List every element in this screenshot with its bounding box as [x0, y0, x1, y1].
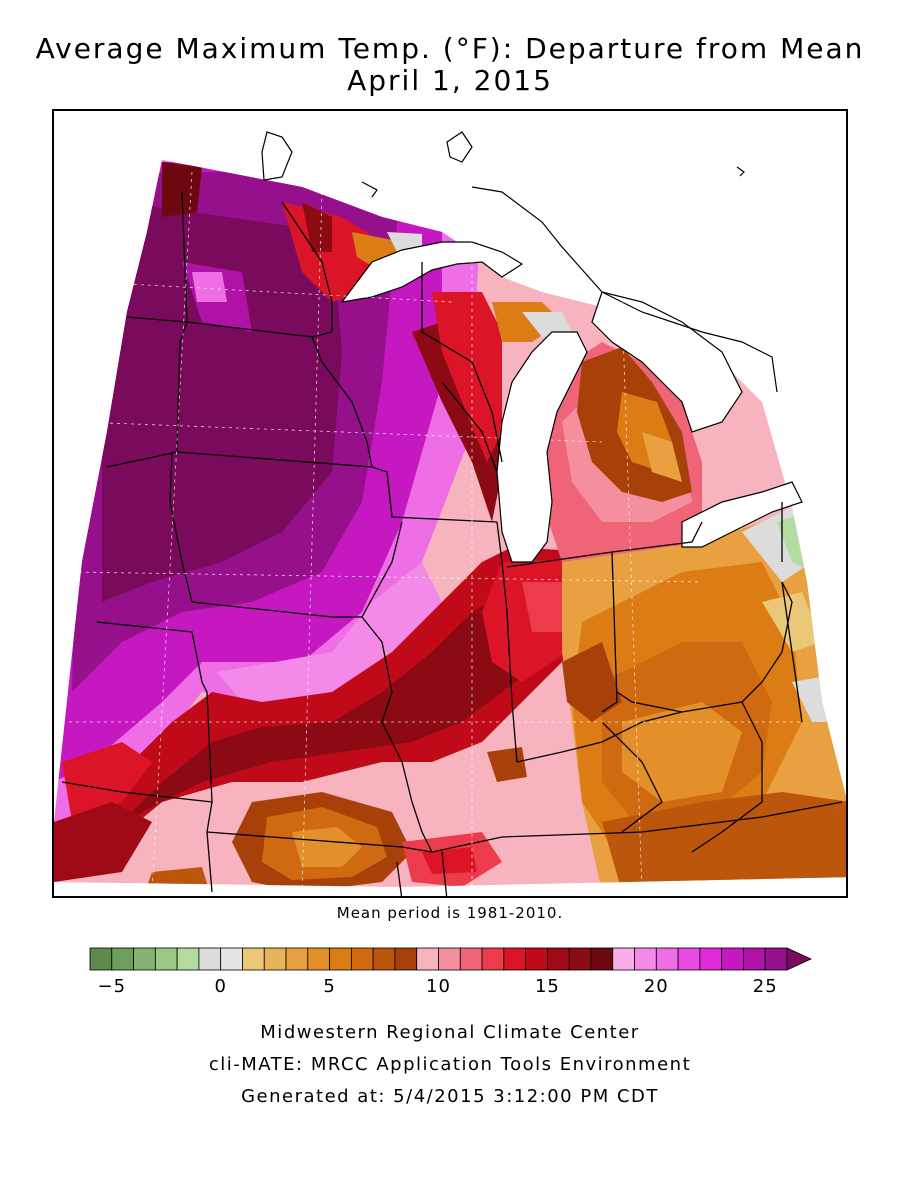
legend-swatch — [307, 947, 330, 971]
state-boundaries — [61, 191, 843, 896]
legend-swatch — [242, 947, 265, 971]
legend-swatch — [459, 947, 483, 971]
legend-tick-label: 0 — [214, 976, 227, 997]
legend-swatch — [394, 947, 418, 971]
legend-swatch — [198, 947, 222, 971]
legend-swatch — [285, 947, 309, 971]
legend-swatch — [590, 947, 614, 971]
legend-overflow-arrow — [786, 947, 812, 971]
legend-swatch — [525, 947, 548, 971]
legend-swatch — [699, 947, 723, 971]
map-date: April 1, 2015 — [347, 64, 553, 97]
legend-swatch — [89, 947, 113, 971]
temperature-departure-map — [54, 131, 846, 896]
legend-swatch — [634, 947, 657, 971]
legend-swatch — [568, 947, 592, 971]
legend-swatch — [438, 947, 461, 971]
legend-swatch — [721, 947, 744, 971]
legend-swatch — [612, 947, 635, 971]
graticule — [62, 171, 802, 893]
canada-coastline — [261, 131, 778, 393]
legend-swatch — [503, 947, 527, 971]
legend-tick-label: 25 — [752, 976, 778, 997]
legend-swatch — [655, 947, 679, 971]
legend-swatch — [329, 947, 352, 971]
credit-organization: Midwestern Regional Climate Center — [260, 1022, 640, 1043]
legend-tick-label: 10 — [426, 976, 451, 997]
map-frame — [52, 109, 848, 898]
legend-tick-label: 20 — [643, 976, 669, 997]
mean-period-note: Mean period is 1981-2010. — [336, 904, 564, 922]
legend-tick-label: −5 — [97, 976, 127, 997]
map-title: Average Maximum Temp. (°F): Departure fr… — [35, 32, 865, 65]
legend-tick-label: 15 — [534, 976, 560, 997]
legend-swatch — [263, 947, 287, 971]
legend-swatch — [176, 947, 200, 971]
credit-generated-time: Generated at: 5/4/2015 3:12:00 PM CDT — [241, 1086, 659, 1107]
legend-swatch — [481, 947, 505, 971]
legend-swatch — [547, 947, 570, 971]
legend-swatch — [764, 947, 788, 971]
legend-tick-label: 5 — [323, 976, 336, 997]
legend-swatch — [350, 947, 374, 971]
legend-swatch — [111, 947, 134, 971]
legend-swatch — [220, 947, 243, 971]
credit-application: cli-MATE: MRCC Application Tools Environ… — [208, 1054, 692, 1075]
legend-swatch — [133, 947, 156, 971]
legend-swatch — [743, 947, 766, 971]
legend-swatch — [154, 947, 178, 971]
great-lakes — [340, 241, 803, 563]
legend-swatch — [677, 947, 701, 971]
legend-swatch — [372, 947, 396, 971]
color-scale-legend — [89, 947, 812, 971]
legend-swatch — [416, 947, 439, 971]
